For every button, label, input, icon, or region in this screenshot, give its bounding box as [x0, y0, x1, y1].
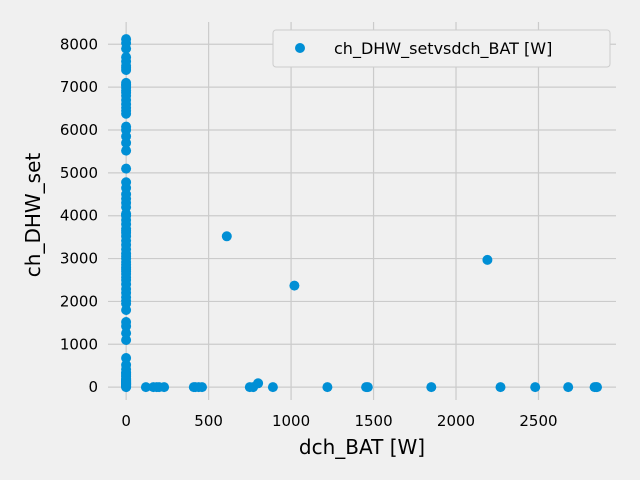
x-tick-label: 500: [194, 412, 223, 430]
data-point: [121, 121, 132, 132]
y-tick-label: 3000: [60, 250, 98, 268]
legend-label: ch_DHW_setvsdch_BAT [W]: [334, 39, 552, 59]
x-tick-label: 2000: [437, 412, 475, 430]
data-point: [495, 382, 506, 393]
data-point: [121, 359, 132, 370]
data-point: [563, 382, 574, 393]
x-tick-label: 0: [121, 412, 131, 430]
data-point: [121, 77, 132, 88]
data-point: [121, 34, 132, 45]
data-point: [121, 353, 132, 363]
data-point: [121, 335, 132, 345]
data-point: [197, 382, 207, 393]
legend-marker: [295, 43, 305, 53]
x-tick-labels: 0 500 1000 1500 2000 2500: [121, 412, 557, 430]
data-point: [530, 382, 541, 393]
y-tick-label: 0: [88, 378, 98, 396]
data-point: [121, 163, 132, 174]
y-tick-label: 1000: [60, 335, 98, 353]
y-tick-label: 5000: [60, 164, 98, 182]
data-points: [121, 34, 602, 393]
data-point: [140, 382, 151, 393]
y-tick-label: 8000: [60, 35, 98, 53]
x-tick-label: 2500: [519, 412, 557, 430]
data-point: [121, 145, 132, 156]
grid-lines: [108, 22, 616, 400]
x-tick-label: 1000: [272, 412, 310, 430]
y-tick-label: 2000: [60, 292, 98, 310]
data-point: [221, 231, 232, 242]
data-point: [121, 367, 132, 378]
x-axis-label: dch_BAT [W]: [299, 435, 425, 459]
data-point: [322, 382, 333, 393]
y-tick-labels: 0 1000 2000 3000 4000 5000 6000 7000 8000: [60, 35, 98, 396]
data-point: [267, 382, 278, 393]
data-point: [482, 254, 493, 265]
y-tick-label: 4000: [60, 207, 98, 225]
data-point: [592, 382, 602, 393]
data-point: [121, 317, 132, 327]
legend: ch_DHW_setvsdch_BAT [W]: [272, 29, 611, 68]
data-point: [426, 382, 437, 393]
y-axis-label: ch_DHW_set: [21, 153, 45, 278]
data-point: [362, 382, 373, 393]
x-tick-label: 1500: [354, 412, 392, 430]
data-point: [159, 382, 170, 393]
data-point: [121, 52, 132, 63]
data-point: [289, 280, 300, 291]
y-tick-label: 6000: [60, 121, 98, 139]
data-point: [121, 177, 132, 188]
legend-box: [272, 29, 611, 68]
data-point: [253, 378, 264, 389]
y-tick-label: 7000: [60, 78, 98, 96]
